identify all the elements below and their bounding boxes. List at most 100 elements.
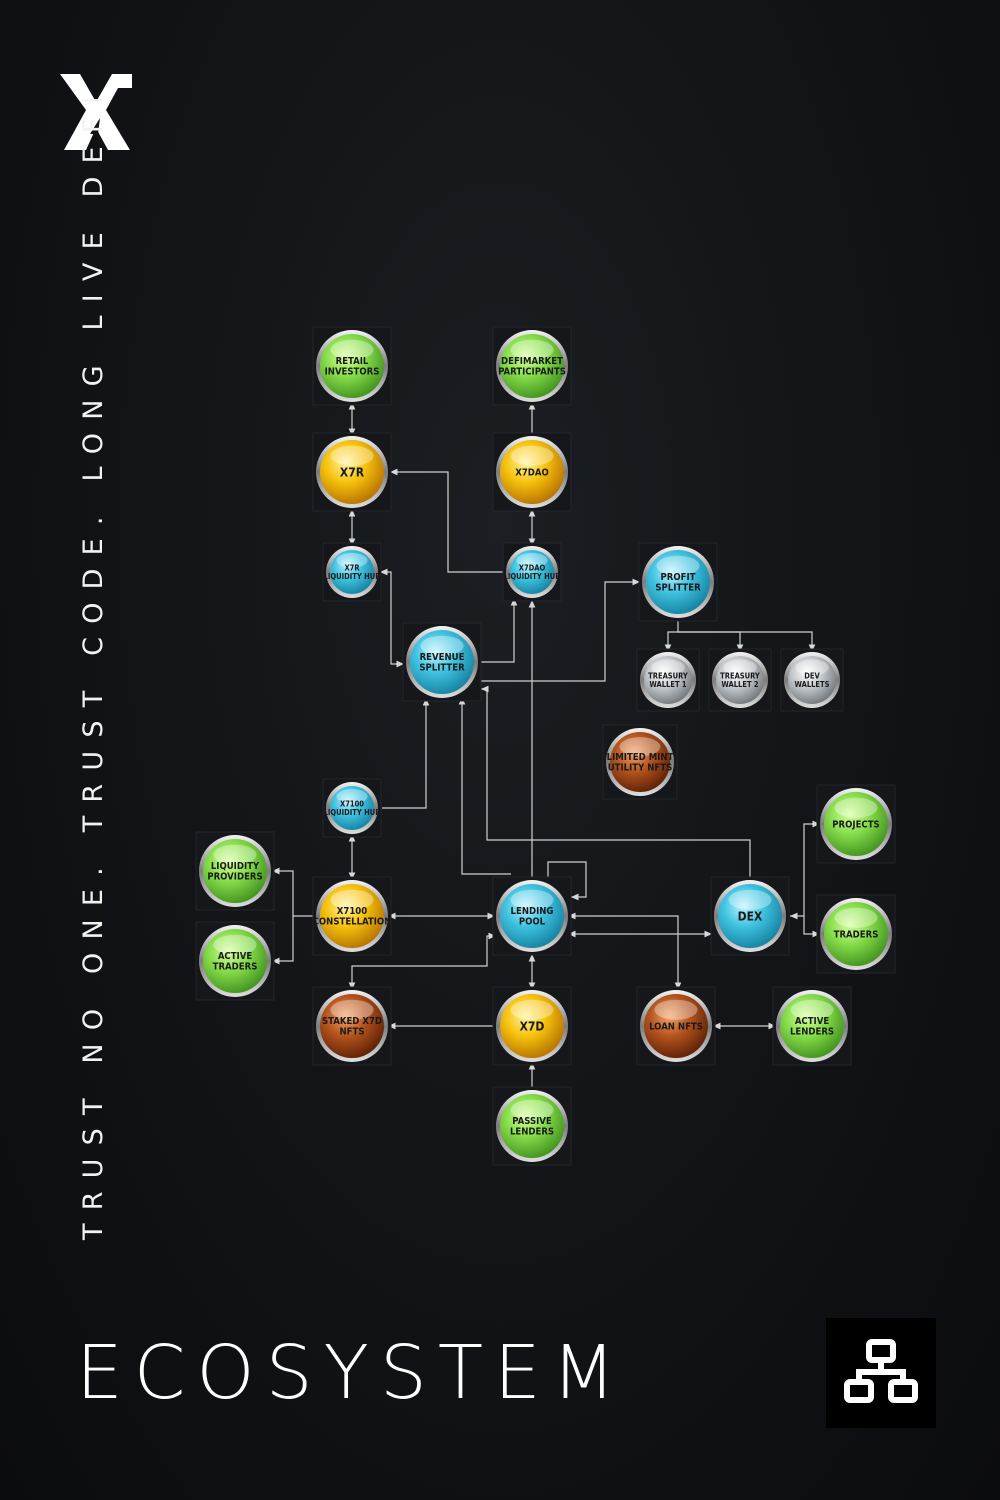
node-label: TREASURY: [648, 671, 688, 680]
node-x7r: X7R: [312, 432, 392, 512]
node-orb: [500, 994, 564, 1058]
node-gloss: [330, 445, 374, 466]
node-orb: [500, 440, 564, 504]
connectors: [272, 402, 820, 1090]
connector-lending-staked: [348, 932, 496, 990]
node-orb: [410, 630, 474, 694]
node-orb: [320, 994, 384, 1058]
node-label: CONSTELLATION: [313, 917, 392, 928]
node-orb: [718, 884, 782, 948]
node-orb: [510, 550, 554, 594]
node-label: WALLETS: [794, 680, 829, 689]
node-orb: [320, 884, 384, 948]
node-gloss: [516, 553, 548, 568]
node-gloss: [723, 659, 757, 676]
node-label: PROFIT: [661, 572, 696, 583]
node-label: LENDERS: [510, 1127, 554, 1138]
node-label: X7100: [337, 906, 367, 917]
node-label: REVENUE: [420, 652, 465, 663]
network-nodes-icon: [844, 1339, 918, 1403]
node-label: PARTICIPANTS: [498, 367, 566, 378]
connector-profit-treasury2: [678, 631, 744, 652]
node-label: PROJECTS: [832, 819, 879, 830]
connector-x7100-liquidity: [272, 867, 316, 917]
node-gloss: [336, 789, 368, 804]
node-orb: [788, 656, 836, 704]
connector-revenue-x7dao-hub: [478, 598, 518, 663]
connector-dex-traders: [803, 916, 820, 938]
node-label: NFTS: [340, 1027, 365, 1038]
node-gloss: [213, 844, 257, 865]
connector-x7dao-hub-x7r: [390, 468, 507, 573]
node-orb: [330, 786, 374, 830]
node-loan: LOAN NFTS: [636, 986, 716, 1066]
node-orb: [644, 994, 708, 1058]
node-gloss: [510, 999, 554, 1020]
node-orb: [330, 550, 374, 594]
node-gloss: [651, 659, 685, 676]
node-label: WALLET 2: [721, 680, 758, 689]
node-label: X7DAO: [515, 467, 549, 478]
node-label: LENDERS: [790, 1027, 834, 1038]
x7-logo-icon: [60, 74, 132, 150]
node-orb: [780, 994, 844, 1058]
node-label: LIQUIDITY HUB: [504, 572, 561, 581]
node-label: LIMITED MINT: [607, 752, 674, 763]
node-gloss: [619, 737, 661, 757]
node-label: DEV: [804, 671, 820, 680]
node-gloss: [330, 889, 374, 910]
node-label: TRADERS: [213, 962, 258, 973]
node-gloss: [656, 555, 700, 576]
connector-x7100-active-traders: [272, 916, 294, 965]
node-projects: PROJECTS: [816, 784, 896, 864]
node-label: LIQUIDITY HUB: [324, 572, 381, 581]
node-orb: [320, 334, 384, 398]
node-x7d: X7D: [492, 986, 572, 1066]
node-label: LOAN NFTS: [649, 1021, 703, 1032]
connector-dex-revenue: [481, 685, 751, 880]
node-orb: [203, 839, 267, 903]
node-label: ACTIVE: [218, 951, 253, 962]
connector-revenue-profit: [480, 578, 640, 682]
node-label: DEX: [738, 909, 763, 923]
node-gloss: [795, 659, 829, 676]
node-label: X7R: [344, 563, 360, 572]
node-orb: [203, 929, 267, 993]
node-label: PASSIVE: [512, 1116, 552, 1127]
node-label: LIQUIDITY HUB: [324, 808, 381, 817]
node-label: WALLET 1: [649, 680, 686, 689]
node-orb: [500, 334, 564, 398]
node-gloss: [510, 339, 554, 360]
node-gloss: [510, 889, 554, 910]
node-label: UTILITY NFTS: [608, 763, 673, 774]
node-orb: [824, 902, 888, 966]
connector-profit-treasury1: [664, 631, 678, 652]
connector-profit-wallets: [677, 620, 816, 652]
node-gloss: [654, 999, 698, 1020]
connector-x7r-hub-revenue: [380, 568, 404, 668]
node-orb: [500, 884, 564, 948]
node-label: INVESTORS: [325, 367, 380, 378]
node-gloss: [510, 445, 554, 466]
node-label: TREASURY: [720, 671, 760, 680]
node-label: SPLITTER: [419, 663, 465, 674]
node-label: TRADERS: [834, 929, 879, 940]
node-gloss: [728, 889, 772, 910]
connector-lending-revenue: [458, 697, 511, 875]
connector-lending-self: [547, 861, 587, 901]
node-label: POOL: [519, 917, 546, 928]
network-badge: [826, 1318, 936, 1428]
